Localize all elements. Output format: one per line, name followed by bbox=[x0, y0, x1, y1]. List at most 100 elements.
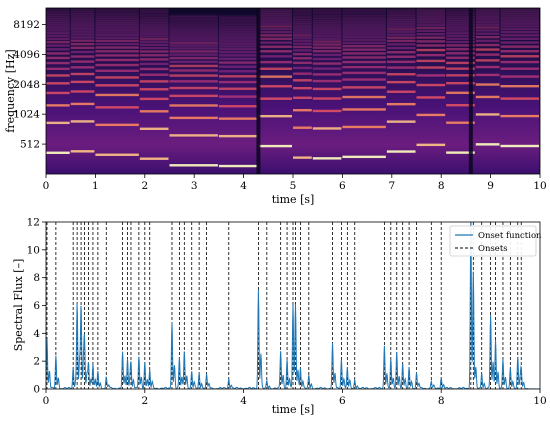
spectrogram-band bbox=[70, 27, 95, 31]
spectrogram-band bbox=[258, 85, 292, 88]
spectrogram-band bbox=[70, 12, 95, 16]
spectrogram-band bbox=[70, 30, 95, 33]
spectrogram-band bbox=[293, 23, 312, 26]
spectrogram-band bbox=[169, 44, 218, 47]
spectrogram-band bbox=[342, 24, 386, 27]
spectrogram-band bbox=[46, 56, 70, 60]
spectrogram-band bbox=[342, 33, 386, 36]
spectrogram-band bbox=[95, 106, 139, 109]
spectrogram-band bbox=[293, 72, 312, 75]
spectrogram-band bbox=[95, 33, 139, 37]
spectrogram-band bbox=[95, 26, 139, 29]
spectrogram-band bbox=[139, 97, 169, 101]
spectrogram-band bbox=[169, 69, 218, 72]
spectrogram-band bbox=[446, 24, 475, 27]
spectrogram-band bbox=[218, 42, 258, 46]
spectrogram-band bbox=[95, 50, 139, 53]
spectrogram-band bbox=[70, 80, 95, 84]
spectrogram-y-tick-label: 512 bbox=[20, 139, 40, 151]
spectrogram-band bbox=[312, 10, 342, 13]
spectrogram-band bbox=[416, 36, 446, 39]
spectrogram-band bbox=[293, 52, 312, 56]
spectrogram-band bbox=[293, 66, 312, 70]
spectrogram-band bbox=[446, 34, 475, 37]
spectrogram-band bbox=[446, 44, 475, 47]
spectrogram-band bbox=[386, 36, 416, 39]
spectrogram-band bbox=[258, 15, 292, 19]
spectrogram-band bbox=[70, 20, 95, 24]
spectrogram-band bbox=[446, 8, 475, 11]
spectrogram-band bbox=[258, 45, 292, 48]
spectrogram-panel: 0 1 2 3 4 5 6 7 8 9 10 512 1024 2048 4096 8192 time [s… bbox=[4, 7, 547, 206]
spectrogram-band bbox=[95, 42, 139, 46]
spectrogram-band bbox=[218, 31, 258, 34]
spectrogram-band bbox=[386, 120, 416, 123]
spectrogram-band bbox=[475, 43, 500, 47]
spectrogram-band bbox=[258, 22, 292, 26]
spectrogram-band bbox=[475, 83, 500, 86]
spectrogram-band bbox=[312, 16, 342, 19]
spectrogram-band bbox=[500, 20, 539, 23]
spectrogram-band bbox=[416, 14, 446, 17]
spectrogram-band bbox=[258, 60, 292, 64]
spectrogram-band bbox=[342, 22, 386, 25]
spectrogram-band bbox=[218, 80, 258, 84]
spectrogram-band bbox=[218, 117, 258, 120]
spectrogram-band bbox=[95, 16, 139, 19]
spectrogram-band bbox=[218, 105, 258, 108]
spectrogram-band bbox=[95, 12, 139, 16]
spectrogram-band bbox=[95, 93, 139, 97]
spectrogram-band bbox=[500, 11, 539, 14]
spectrogram-band bbox=[95, 36, 139, 40]
spectrogram-x-tick-label: 5 bbox=[290, 180, 297, 192]
spectrogram-band bbox=[46, 104, 70, 107]
spectrogram-band bbox=[342, 56, 386, 59]
spectrogram-band bbox=[258, 9, 292, 13]
spectrogram-band bbox=[416, 143, 446, 147]
spectrogram-band bbox=[169, 32, 218, 36]
spectrogram-band bbox=[386, 13, 416, 16]
spectrogram-band bbox=[342, 125, 386, 129]
spectrogram-band bbox=[293, 34, 312, 37]
spectrogram-band bbox=[139, 157, 169, 160]
spectrogram-band bbox=[342, 71, 386, 75]
spectrogram-band bbox=[416, 8, 446, 11]
spectrogram-band bbox=[500, 55, 539, 58]
spectrogram-band bbox=[139, 40, 169, 44]
spectrogram-band bbox=[475, 8, 500, 11]
flux-x-tick-label: 6 bbox=[339, 395, 346, 407]
spectrogram-band bbox=[218, 95, 258, 98]
spectrogram-band bbox=[312, 21, 342, 25]
spectrogram-band bbox=[293, 8, 312, 10]
spectrogram-band bbox=[293, 27, 312, 30]
spectrogram-band bbox=[169, 20, 218, 23]
spectrogram-band bbox=[416, 18, 446, 22]
flux-x-tick-label: 2 bbox=[141, 395, 148, 407]
flux-x-tick-label: 0 bbox=[43, 395, 50, 407]
spectrogram-band bbox=[293, 42, 312, 45]
spectrogram-band bbox=[95, 8, 139, 11]
spectrogram-band bbox=[139, 80, 169, 83]
spectrogram-band bbox=[312, 97, 342, 100]
spectrogram-band bbox=[386, 23, 416, 26]
spectrogram-band bbox=[500, 114, 539, 118]
spectrogram-band bbox=[139, 8, 169, 11]
spectrogram-band bbox=[416, 44, 446, 47]
spectrogram-band bbox=[46, 14, 70, 17]
spectrogram-band bbox=[475, 18, 500, 21]
spectrogram-band bbox=[475, 39, 500, 43]
spectrogram-band bbox=[312, 11, 342, 15]
spectrogram-band bbox=[446, 10, 475, 14]
spectrogram-band bbox=[475, 32, 500, 35]
spectrogram-band bbox=[475, 35, 500, 39]
legend: Onset function Onsets bbox=[449, 225, 542, 257]
spectrogram-band bbox=[500, 27, 539, 31]
spectrogram-band bbox=[312, 34, 342, 38]
spectrogram-band bbox=[169, 94, 218, 98]
spectrogram-band bbox=[169, 74, 218, 77]
spectrogram-band bbox=[416, 59, 446, 63]
spectrogram-y-tick-label: 2048 bbox=[13, 79, 40, 91]
spectrogram-band bbox=[70, 102, 95, 106]
spectrogram-band bbox=[218, 37, 258, 41]
spectrogram-band bbox=[218, 19, 258, 22]
